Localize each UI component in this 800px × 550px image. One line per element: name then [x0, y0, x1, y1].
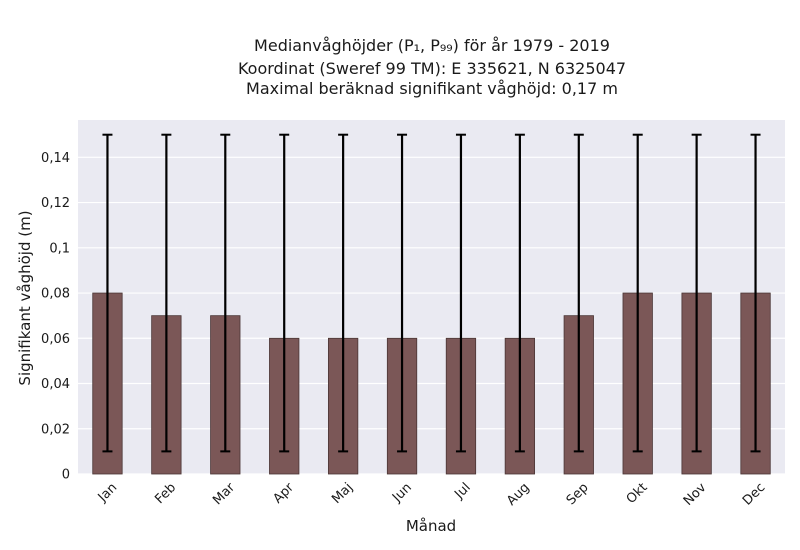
y-tick-label: 0,04 — [41, 377, 70, 392]
error-bar — [750, 133, 761, 453]
error-bar — [161, 133, 172, 453]
x-tick-label: Apr — [271, 480, 298, 507]
x-tick-label: Aug — [504, 480, 533, 509]
y-axis-ticks: 0 0,02 0,04 0,06 0,08 0,1 0,12 0,14 — [41, 151, 70, 483]
y-tick-label: 0,12 — [41, 196, 70, 211]
y-tick-label: 0,08 — [41, 287, 70, 302]
plot-area — [78, 120, 785, 474]
x-tick-label: Jun — [389, 480, 415, 506]
error-bar — [632, 133, 643, 453]
y-tick-label: 0,14 — [41, 151, 70, 166]
x-tick-label: Nov — [681, 480, 710, 509]
x-tick-label: Sep — [564, 480, 592, 508]
title-line-3: Maximal beräknad signifikant våghöjd: 0,… — [246, 79, 618, 98]
x-tick-label: Dec — [740, 480, 768, 508]
title-line-2: Koordinat (Sweref 99 TM): E 335621, N 63… — [238, 59, 626, 78]
y-tick-label: 0,02 — [41, 422, 70, 437]
error-bar — [102, 133, 113, 453]
x-tick-label: Feb — [152, 480, 179, 507]
y-axis-label: Signifikant våghöjd (m) — [16, 210, 34, 385]
gridlines — [78, 156, 785, 475]
y-tick-label: 0 — [62, 468, 70, 483]
error-bar — [338, 133, 349, 453]
x-tick-label: Jan — [95, 480, 120, 505]
error-bar — [573, 133, 584, 453]
y-tick-label: 0,1 — [49, 241, 70, 256]
error-bar — [397, 133, 408, 453]
title-line-1: Medianvåghöjder (P₁, P₉₉) för år 1979 - … — [254, 36, 610, 55]
error-bar — [691, 133, 702, 453]
x-tick-label: Jul — [451, 480, 473, 502]
x-tick-label: Okt — [624, 480, 651, 507]
error-bar — [279, 133, 290, 453]
x-axis-ticks: Jan Feb Mar Apr Maj Jun Jul Aug Sep Okt Nov Dec — [95, 480, 769, 509]
x-axis-label: Månad — [406, 517, 456, 535]
error-bar — [220, 133, 231, 453]
x-tick-label: Mar — [210, 480, 238, 508]
error-bars — [102, 133, 761, 453]
x-tick-label: Maj — [329, 480, 356, 507]
chart-title: Medianvåghöjder (P₁, P₉₉) för år 1979 - … — [238, 36, 626, 98]
error-bar — [514, 133, 525, 453]
y-tick-label: 0,06 — [41, 332, 70, 347]
error-bar — [455, 133, 466, 453]
